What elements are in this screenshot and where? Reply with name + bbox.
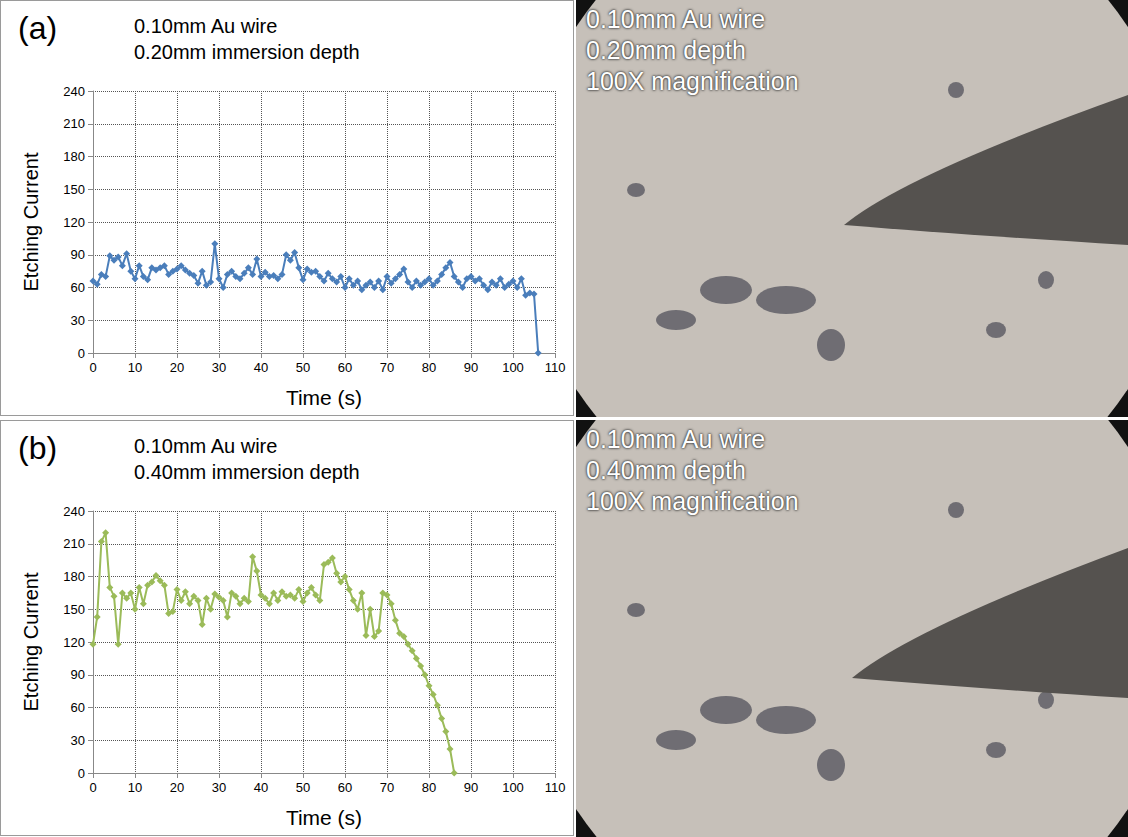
svg-text:180: 180	[63, 569, 85, 584]
svg-text:90: 90	[464, 360, 478, 375]
svg-text:30: 30	[71, 313, 85, 328]
svg-text:120: 120	[63, 215, 85, 230]
svg-text:210: 210	[63, 536, 85, 551]
svg-text:240: 240	[63, 504, 85, 519]
svg-text:70: 70	[380, 360, 394, 375]
svg-text:20: 20	[170, 780, 184, 795]
svg-text:60: 60	[71, 280, 85, 295]
svg-text:110: 110	[545, 780, 566, 795]
html-text:100X magnification: 100X magnification	[586, 67, 799, 95]
html-text:0.10mm Au wire: 0.10mm Au wire	[586, 425, 766, 453]
svg-text:0: 0	[89, 360, 96, 375]
html-text:0.20mm depth: 0.20mm depth	[586, 36, 746, 64]
svg-text:Etching Current: Etching Current	[20, 572, 42, 711]
svg-text:50: 50	[296, 780, 310, 795]
svg-text:40: 40	[254, 780, 268, 795]
svg-text:30: 30	[212, 780, 226, 795]
svg-text:100: 100	[502, 780, 524, 795]
svg-text:50: 50	[296, 360, 310, 375]
svg-text:90: 90	[464, 780, 478, 795]
svg-text:0: 0	[78, 346, 85, 361]
html-text:0.40mm depth: 0.40mm depth	[586, 456, 746, 484]
svg-text:60: 60	[71, 700, 85, 715]
svg-text:90: 90	[71, 667, 85, 682]
svg-text:240: 240	[63, 84, 85, 99]
svg-text:0.20mm immersion depth: 0.20mm immersion depth	[134, 41, 360, 63]
svg-text:210: 210	[63, 116, 85, 131]
svg-text:0.10mm Au wire: 0.10mm Au wire	[134, 435, 277, 457]
svg-text:0: 0	[89, 780, 96, 795]
svg-text:0.10mm Au wire: 0.10mm Au wire	[134, 15, 277, 37]
svg-text:10: 10	[128, 780, 142, 795]
svg-text:0: 0	[78, 766, 85, 781]
svg-text:180: 180	[63, 149, 85, 164]
svg-text:90: 90	[71, 247, 85, 262]
svg-text:70: 70	[380, 780, 394, 795]
svg-text:40: 40	[254, 360, 268, 375]
svg-text:80: 80	[422, 360, 436, 375]
svg-text:100: 100	[502, 360, 524, 375]
svg-text:150: 150	[63, 182, 85, 197]
svg-text:10: 10	[128, 360, 142, 375]
html-text:0.10mm Au wire: 0.10mm Au wire	[586, 5, 766, 33]
svg-text:150: 150	[63, 602, 85, 617]
svg-text:80: 80	[422, 780, 436, 795]
svg-text:110: 110	[545, 360, 566, 375]
svg-text:60: 60	[338, 360, 352, 375]
svg-text:Etching Current: Etching Current	[20, 152, 42, 291]
svg-text:Time (s): Time (s)	[286, 386, 362, 409]
svg-text:120: 120	[63, 635, 85, 650]
svg-text:20: 20	[170, 360, 184, 375]
svg-text:60: 60	[338, 780, 352, 795]
svg-text:Time (s): Time (s)	[286, 806, 362, 829]
svg-text:30: 30	[212, 360, 226, 375]
svg-text:30: 30	[71, 733, 85, 748]
svg-text:0.40mm immersion depth: 0.40mm immersion depth	[134, 461, 360, 483]
html-text:100X magnification: 100X magnification	[586, 487, 799, 515]
svg-text:(a): (a)	[18, 10, 57, 46]
svg-text:(b): (b)	[18, 430, 57, 466]
